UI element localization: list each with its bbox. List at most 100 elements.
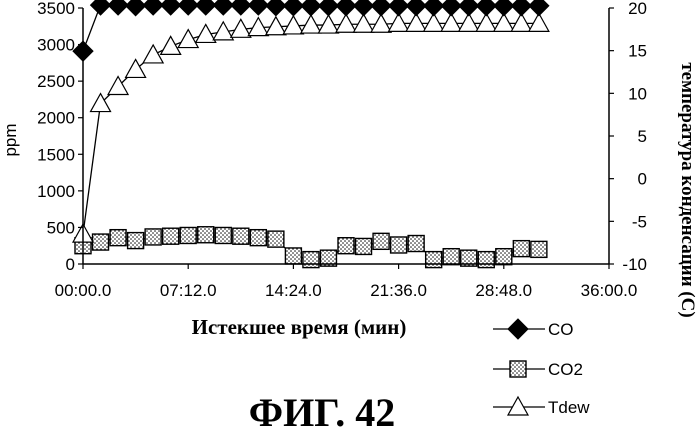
data-point-co2 — [268, 231, 284, 247]
x-tick-label: 07:12.0 — [160, 281, 217, 300]
data-point-co — [143, 0, 163, 15]
data-point-tdew — [266, 17, 286, 35]
y2-tick-label: 15 — [628, 42, 647, 61]
data-point-tdew — [178, 30, 198, 48]
data-point-co — [494, 0, 514, 16]
data-point-co — [389, 0, 409, 16]
y-tick-label: 1000 — [37, 182, 75, 201]
data-point-co2 — [128, 233, 144, 249]
data-point-co — [354, 0, 374, 16]
y-tick-label: 2000 — [37, 109, 75, 128]
legend-label-co2: CO2 — [548, 360, 583, 379]
data-point-co — [371, 0, 391, 16]
legend-item-co: CO — [493, 319, 574, 339]
legend-marker-tdew — [508, 397, 528, 415]
data-point-co — [248, 0, 268, 15]
data-point-co — [108, 0, 128, 15]
data-point-tdew — [371, 14, 391, 32]
data-point-co2 — [93, 234, 109, 250]
y2-tick-label: -5 — [632, 212, 647, 231]
axes: 0 500 1000 1500 2000 2500 3000 3500 -10 -5 0 5 10 15 2… — [37, 0, 647, 300]
y-axis-label: ppm — [1, 123, 20, 156]
y-tick-label: 3500 — [37, 0, 75, 18]
x-tick-label: 36:00.0 — [581, 281, 638, 300]
data-point-co2 — [285, 248, 301, 264]
y-tick-label: 3000 — [37, 36, 75, 55]
data-point-co2 — [408, 236, 424, 252]
data-point-co2 — [198, 227, 214, 243]
data-point-tdew — [336, 14, 356, 32]
data-point-co2 — [145, 229, 161, 245]
data-point-co2 — [303, 252, 319, 268]
data-point-co — [476, 0, 496, 16]
data-point-co — [231, 0, 251, 15]
y-tick-label: 2500 — [37, 72, 75, 91]
x-tick-label: 28:48.0 — [475, 281, 532, 300]
data-point-co — [441, 0, 461, 16]
data-point-tdew — [354, 14, 374, 32]
data-point-tdew — [143, 45, 163, 63]
y2-tick-label: 5 — [638, 127, 647, 146]
data-point-tdew — [318, 15, 338, 33]
y2-tick-label: 0 — [638, 170, 647, 189]
data-point-tdew — [161, 36, 181, 54]
data-point-co2 — [426, 252, 442, 268]
data-point-co2 — [496, 249, 512, 265]
data-point-co2 — [513, 241, 529, 257]
data-point-co — [459, 0, 479, 16]
data-point-co2 — [110, 230, 126, 246]
data-point-co2 — [373, 233, 389, 249]
data-point-co2 — [163, 228, 179, 244]
x-tick-label: 14:24.0 — [265, 281, 322, 300]
data-point-co2 — [391, 237, 407, 253]
data-point-co2 — [356, 238, 372, 254]
data-point-co2 — [531, 241, 547, 257]
data-point-co2 — [233, 228, 249, 244]
legend-item-tdew: Tdew — [493, 397, 590, 417]
data-point-co — [529, 0, 549, 16]
data-point-co — [511, 0, 531, 16]
y-tick-label: 1500 — [37, 145, 75, 164]
data-point-co — [178, 0, 198, 15]
legend-marker-co — [508, 319, 528, 339]
data-point-co — [336, 0, 356, 16]
data-point-co — [406, 0, 426, 16]
series-co2 — [75, 227, 547, 268]
data-point-co — [213, 0, 233, 15]
data-point-co — [424, 0, 444, 16]
data-point-co — [283, 0, 303, 16]
data-point-co2 — [180, 227, 196, 243]
legend-marker-co2 — [510, 361, 526, 377]
data-point-tdew — [248, 18, 268, 36]
data-point-co — [126, 0, 146, 16]
data-point-co — [301, 0, 321, 16]
data-point-co — [91, 0, 111, 15]
y2-axis-label: температура конденсации (С) — [677, 62, 698, 317]
legend: CO CO2 Tdew — [493, 319, 590, 417]
legend-label-tdew: Tdew — [548, 398, 590, 417]
x-tick-label: 00:00.0 — [55, 281, 112, 300]
data-point-co — [196, 0, 216, 15]
data-point-co — [161, 0, 181, 15]
legend-label-co: CO — [548, 320, 574, 339]
figure-caption: ФИГ. 42 — [249, 390, 395, 435]
y2-tick-label: 20 — [628, 0, 647, 18]
data-point-co — [266, 0, 286, 16]
data-point-co2 — [478, 252, 494, 268]
data-point-co2 — [338, 238, 354, 254]
series-tdew — [73, 13, 549, 242]
y2-tick-label: -10 — [622, 255, 647, 274]
data-point-co2 — [443, 249, 459, 265]
plot-area — [73, 0, 549, 268]
x-axis-label: Истекшее время (мин) — [192, 315, 407, 339]
data-point-co2 — [215, 227, 231, 243]
x-tick-label: 21:36.0 — [370, 281, 427, 300]
legend-item-co2: CO2 — [493, 360, 583, 379]
data-point-tdew — [126, 59, 146, 77]
y2-tick-label: 10 — [628, 84, 647, 103]
data-point-tdew — [283, 16, 303, 34]
y-tick-label: 0 — [66, 255, 75, 274]
y-tick-label: 500 — [47, 218, 75, 237]
data-point-tdew — [301, 15, 321, 33]
